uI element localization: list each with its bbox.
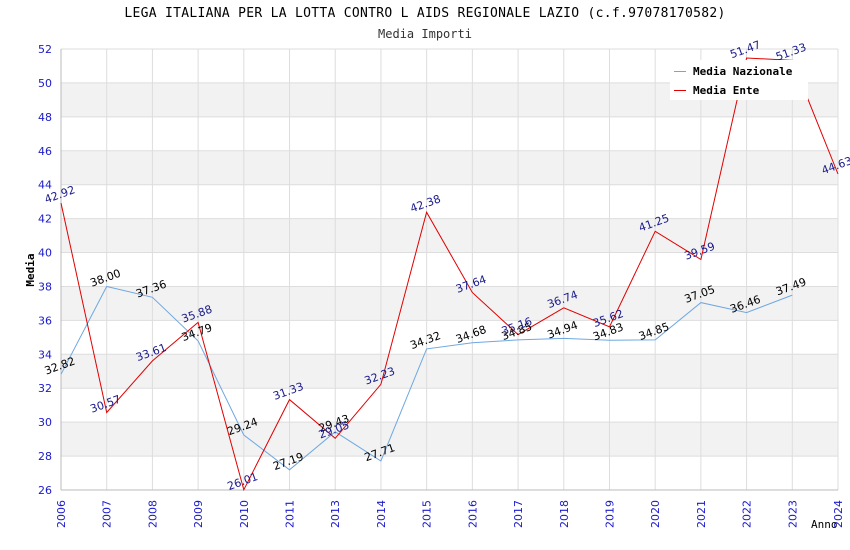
series-line-nazionale bbox=[60, 285, 793, 471]
x-tick-label: 2021 bbox=[695, 500, 708, 528]
x-tick-label: 2011 bbox=[284, 500, 297, 528]
x-tick-label: 2022 bbox=[741, 500, 754, 528]
series-line-ente bbox=[60, 57, 839, 492]
legend-label-ente: Media Ente bbox=[693, 83, 760, 97]
data-label-ente: 42.38 bbox=[408, 192, 442, 215]
grid-band bbox=[61, 286, 838, 321]
y-tick-label: 36 bbox=[38, 314, 52, 327]
legend-swatch-ente bbox=[674, 89, 686, 91]
y-tick-label: 42 bbox=[38, 213, 52, 226]
y-tick-label: 34 bbox=[38, 348, 52, 361]
legend-swatch-nazionale bbox=[674, 70, 686, 72]
grid-band bbox=[61, 422, 838, 457]
data-label-ente: 51.47 bbox=[728, 38, 762, 61]
x-tick-label: 2010 bbox=[238, 500, 251, 528]
grid-band bbox=[61, 354, 838, 389]
y-tick-label: 46 bbox=[38, 145, 52, 158]
x-tick-label: 2024 bbox=[832, 500, 845, 528]
grid-band bbox=[61, 218, 838, 253]
y-tick-label: 28 bbox=[38, 450, 52, 463]
legend-item-media-ente: Media Ente bbox=[674, 83, 759, 97]
y-tick-label: 52 bbox=[38, 43, 52, 56]
chart-title: LEGA ITALIANA PER LA LOTTA CONTRO L AIDS… bbox=[124, 6, 726, 21]
y-tick-label: 26 bbox=[38, 484, 52, 497]
x-tick-label: 2019 bbox=[603, 500, 616, 528]
x-tick-label: 2014 bbox=[375, 500, 388, 528]
x-tick-label: 2009 bbox=[192, 500, 205, 528]
data-label-ente: 30.57 bbox=[88, 393, 122, 416]
grid-band bbox=[61, 150, 838, 185]
y-tick-label: 48 bbox=[38, 111, 52, 124]
x-tick-label: 2013 bbox=[329, 500, 342, 528]
x-tick-label: 2023 bbox=[786, 500, 799, 528]
legend-label-nazionale: Media Nazionale bbox=[693, 64, 793, 78]
legend-item-media-nazionale: Media Nazionale bbox=[674, 64, 792, 78]
x-tick-label: 2015 bbox=[421, 500, 434, 528]
y-tick-label: 38 bbox=[38, 280, 52, 293]
y-tick-label: 50 bbox=[38, 77, 52, 90]
x-tick-label: 2007 bbox=[101, 500, 114, 528]
x-tick-label: 2017 bbox=[512, 500, 525, 528]
x-tick-label: 2016 bbox=[466, 500, 479, 528]
y-tick-label: 32 bbox=[38, 382, 52, 395]
y-axis-title: Media bbox=[24, 253, 37, 286]
y-tick-label: 40 bbox=[38, 247, 52, 260]
x-axis-title: Anno bbox=[811, 518, 838, 531]
chart-subtitle: Media Importi bbox=[378, 27, 472, 41]
data-label-nazionale: 34.32 bbox=[408, 329, 442, 352]
y-tick-label: 30 bbox=[38, 416, 52, 429]
y-tick-label: 44 bbox=[38, 179, 52, 192]
chart-legend: Media Nazionale Media Ente bbox=[670, 60, 808, 100]
x-tick-label: 2006 bbox=[55, 500, 68, 528]
x-tick-label: 2008 bbox=[146, 500, 159, 528]
x-tick-label: 2020 bbox=[649, 500, 662, 528]
x-tick-label: 2018 bbox=[558, 500, 571, 528]
